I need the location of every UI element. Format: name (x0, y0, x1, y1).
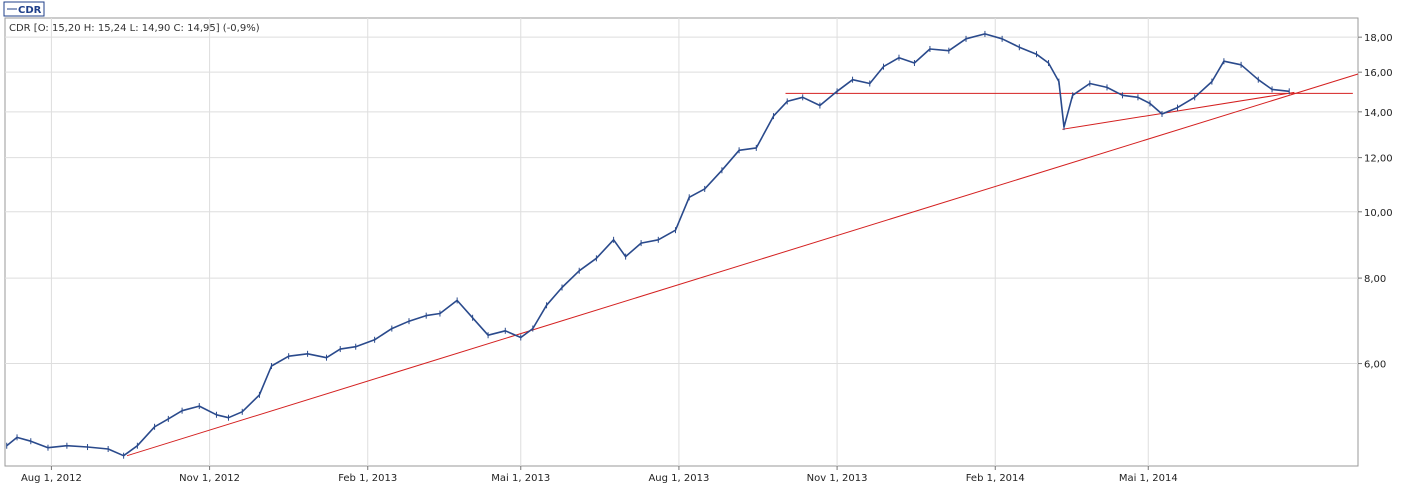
x-tick-label: Aug 1, 2012 (21, 473, 82, 484)
price-series (6, 30, 1290, 459)
y-tick-label: 8,00 (1364, 274, 1386, 285)
x-tick-label: Feb 1, 2013 (338, 473, 397, 484)
ohlc-header: CDR [O: 15,20 H: 15,24 L: 14,90 C: 14,95… (9, 23, 260, 34)
y-tick-label: 16,00 (1364, 68, 1393, 79)
y-tick-label: 18,00 (1364, 33, 1393, 44)
x-tick-label: Feb 1, 2014 (966, 473, 1025, 484)
trendline (126, 73, 1359, 457)
x-tick-label: Aug 1, 2013 (648, 473, 709, 484)
plot-area (4, 17, 1359, 467)
legend-badge-frame (3, 1, 45, 17)
y-tick-label: 10,00 (1364, 208, 1393, 219)
y-tick-label: 14,00 (1364, 108, 1393, 119)
grid (5, 18, 1358, 466)
x-tick-label: Nov 1, 2013 (807, 473, 868, 484)
x-tick-label: Mai 1, 2014 (1119, 473, 1178, 484)
x-tick-label: Mai 1, 2013 (491, 473, 550, 484)
y-tick-label: 6,00 (1364, 360, 1386, 371)
trendlines (126, 73, 1359, 457)
x-tick-label: Nov 1, 2012 (179, 473, 240, 484)
trendline (1062, 91, 1295, 130)
x-axis: Aug 1, 2012 Nov 1, 2012 Feb 1, 2013 Mai 1, … (21, 466, 1178, 484)
y-tick-label: 12,00 (1364, 154, 1393, 165)
legend-badge[interactable]: CDR (3, 1, 45, 17)
legend-label: CDR (18, 5, 42, 16)
y-axis: 6,00 8,00 10,00 12,00 14,00 16,00 18,00 (1358, 33, 1393, 371)
